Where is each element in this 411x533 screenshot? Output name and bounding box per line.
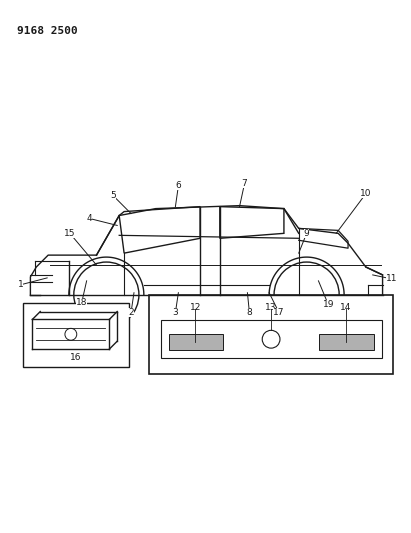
Text: 17: 17 <box>273 308 285 317</box>
Text: 16: 16 <box>70 353 81 362</box>
Bar <box>319 334 374 350</box>
Text: 18: 18 <box>76 298 88 307</box>
Text: 3: 3 <box>173 308 178 317</box>
Bar <box>161 320 381 358</box>
Text: 7: 7 <box>242 180 247 188</box>
Text: 2: 2 <box>128 308 134 317</box>
Text: 4: 4 <box>87 214 92 223</box>
Text: 5: 5 <box>111 191 116 200</box>
Text: 14: 14 <box>340 303 352 312</box>
Text: 6: 6 <box>175 181 181 190</box>
Text: 11: 11 <box>386 274 397 284</box>
Text: 15: 15 <box>64 229 76 238</box>
Text: 1: 1 <box>18 280 23 289</box>
Text: 13: 13 <box>266 303 277 312</box>
Bar <box>149 295 393 374</box>
Text: 9: 9 <box>304 229 309 238</box>
Text: 19: 19 <box>323 300 334 309</box>
Text: 8: 8 <box>247 308 252 317</box>
Text: 10: 10 <box>360 189 372 198</box>
Bar <box>169 334 223 350</box>
Text: 12: 12 <box>189 303 201 312</box>
Bar <box>23 303 129 367</box>
Text: 9168 2500: 9168 2500 <box>16 26 77 36</box>
